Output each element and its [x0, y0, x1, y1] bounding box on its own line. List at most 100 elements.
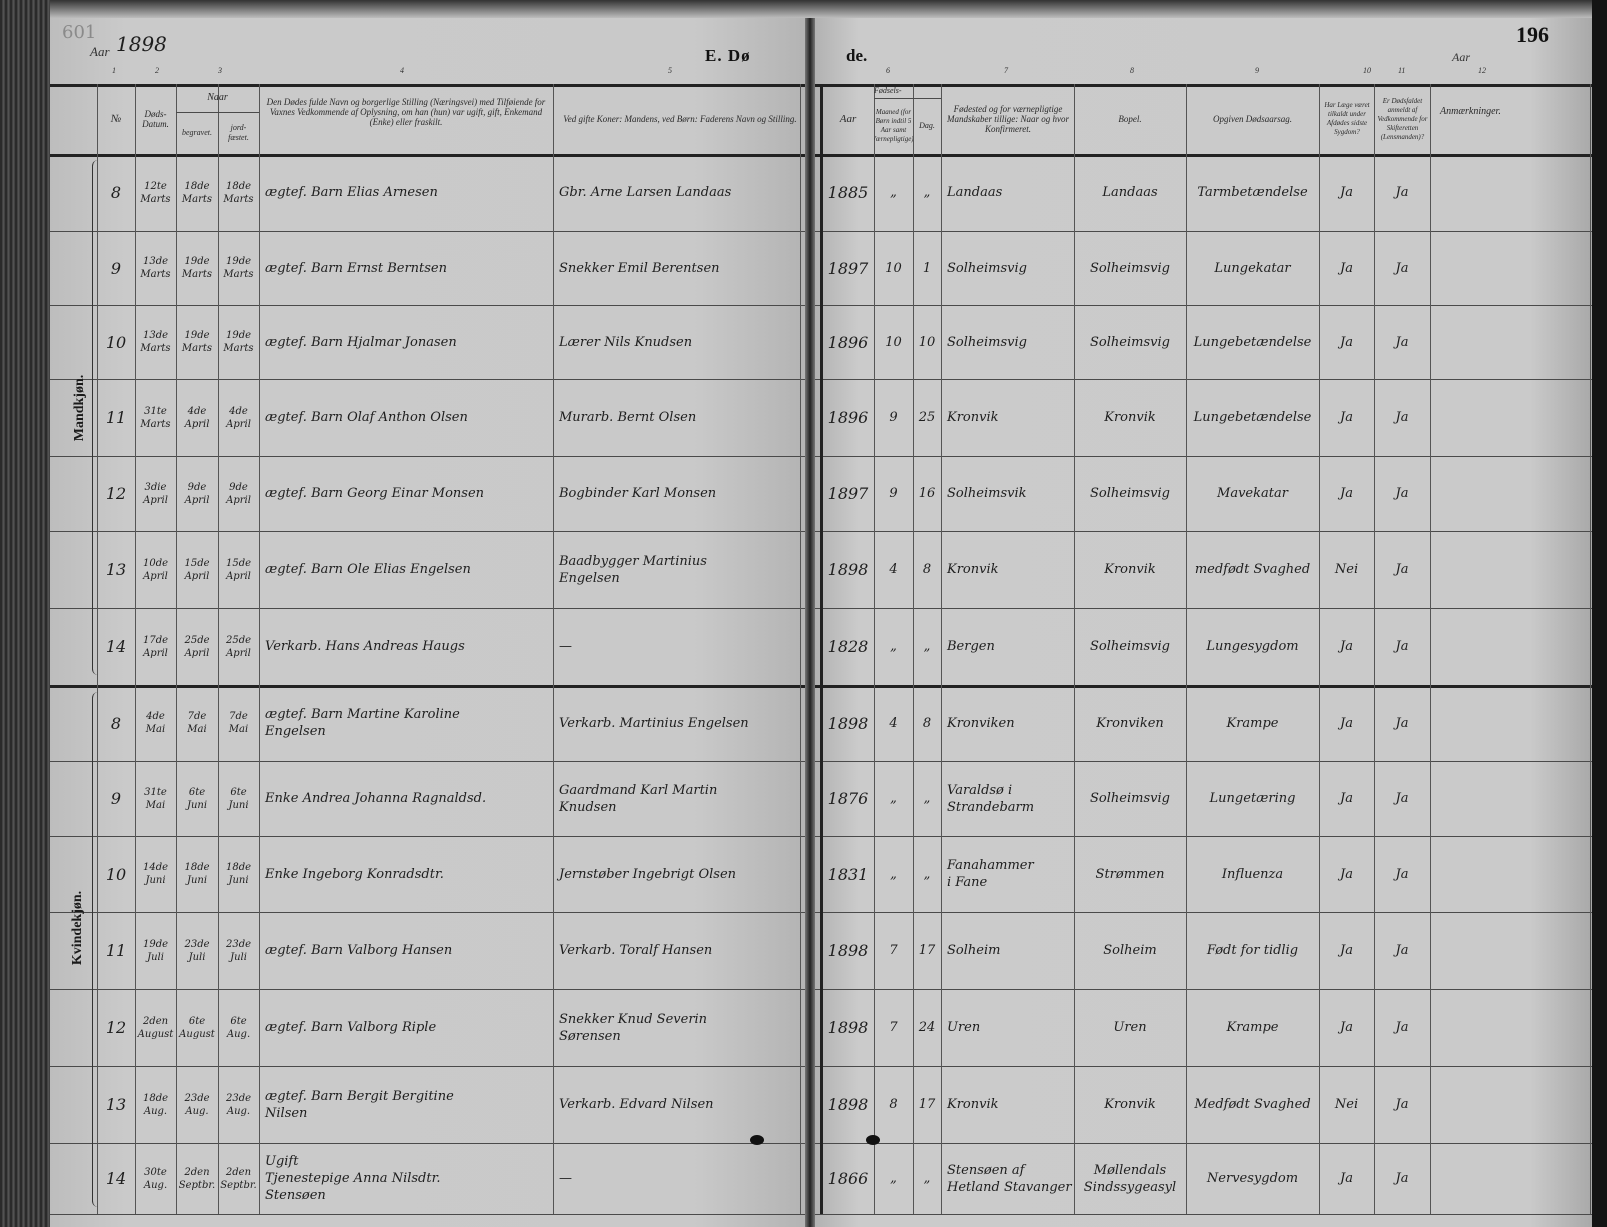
column-rule: [1374, 84, 1375, 1214]
row-jord-cell: 4de April: [226, 405, 251, 430]
row-aar-cell: 1897: [827, 484, 869, 503]
row-aar-cell: 1898: [827, 941, 869, 960]
row-laege-cell: Ja: [1340, 943, 1353, 958]
column-rule: [941, 84, 942, 1214]
row-dag-cell: 24: [918, 1020, 936, 1035]
right-year-label: Aar: [1452, 50, 1470, 64]
row-skifte-cell: Ja: [1395, 486, 1409, 501]
row-begr-cell: 23de Juli: [184, 938, 210, 963]
row-begr-cell: 4de April: [184, 405, 210, 430]
column-rule: [259, 84, 260, 1214]
row-name-cell: ægtef. Barn Elias Arnesen: [265, 185, 438, 200]
row-name-cell: ægtef. Barn Ole Elias Engelsen: [265, 562, 471, 577]
row-jord-cell: 25de April: [225, 634, 252, 659]
row-fodested-cell: Kronvik: [947, 562, 999, 577]
column-number: 6: [886, 66, 890, 75]
row-father-cell: Verkarb. Toralf Hansen: [559, 943, 713, 958]
row-maaned-cell: „: [890, 639, 897, 654]
row-laege-cell: Ja: [1340, 486, 1353, 501]
row-fodested-cell: Varaldsø i Strandebarm: [947, 782, 1035, 815]
year-label: Aar: [90, 44, 110, 59]
row-begr-cell: 19de Marts: [181, 256, 213, 280]
column-number: 5: [668, 66, 672, 75]
row-jord-cell: 15de April: [225, 557, 252, 582]
male-section-brace: [92, 160, 99, 675]
row-rule: [50, 989, 805, 990]
row-fodested-cell: Solheimsvik: [947, 486, 1027, 501]
column-number: 9: [1255, 66, 1259, 75]
row-nr-cell: 14: [105, 1169, 127, 1188]
row-rule: [815, 1066, 1592, 1067]
row-maaned-cell: 10: [885, 260, 902, 276]
row-jord-cell: 19de Marts: [223, 330, 254, 354]
row-father-cell: —: [559, 639, 572, 654]
row-aarsag-cell: Tarmbetændelse: [1197, 185, 1308, 200]
row-aar-cell: 1898: [827, 713, 869, 733]
row-fodested-cell: Uren: [947, 1020, 981, 1035]
row-bopel-cell: Solheimsvig: [1090, 486, 1170, 501]
row-bopel-cell: Kronvik: [1104, 410, 1156, 425]
header-laege: Har Læge været tilkaldt under Afdødes si…: [1324, 101, 1370, 136]
row-father-cell: Verkarb. Martinius Engelsen: [559, 715, 749, 731]
row-fodested-cell: Bergen: [947, 639, 995, 654]
row-dag-cell: „: [923, 866, 931, 882]
row-begr-cell: 18de Juni: [184, 862, 210, 886]
column-number: 11: [1398, 66, 1406, 75]
column-rule: [820, 84, 823, 1214]
row-bopel-cell: Møllendals Sindssygeasyl: [1083, 1162, 1177, 1195]
page-top-shadow: [50, 0, 1592, 18]
row-maaned-cell: 4: [889, 715, 898, 731]
row-name-cell: Enke Ingeborg Konradsdtr.: [265, 866, 444, 882]
row-dag-cell: 17: [918, 1097, 936, 1112]
row-skifte-cell: Ja: [1395, 410, 1409, 425]
row-fodested-cell: Kronvik: [947, 1097, 999, 1112]
row-maaned-cell: 7: [889, 943, 898, 958]
row-laege-cell: Ja: [1340, 410, 1353, 425]
row-maaned-cell: 8: [889, 1097, 898, 1112]
row-rule: [815, 305, 1592, 306]
column-rule: [1074, 84, 1075, 1214]
header-top-rule: [50, 84, 805, 87]
row-dod-cell: 2den August: [137, 1015, 174, 1040]
column-number: 2: [155, 66, 159, 75]
row-dag-cell: 8: [922, 715, 932, 731]
row-name-cell: ægtef. Barn Valborg Hansen: [265, 943, 453, 958]
row-jord-cell: 6te Aug.: [226, 1015, 251, 1040]
row-aarsag-cell: Krampe: [1226, 1020, 1279, 1035]
header-skifte: Er Dødsfaldet anmeldt af Vedkommende for…: [1377, 96, 1428, 141]
row-maaned-cell: 7: [889, 1020, 898, 1035]
row-name-cell: Ugift Tjenestepige Anna Nilsdtr. Stensøe…: [265, 1154, 441, 1203]
row-aarsag-cell: Lungetæring: [1209, 791, 1296, 806]
row-father-cell: Baadbygger Martinius Engelsen: [559, 553, 707, 586]
row-jord-cell: 18de Marts: [223, 180, 254, 205]
row-dod-cell: 10de April: [142, 557, 169, 582]
row-nr-cell: 12: [105, 484, 127, 503]
row-dag-cell: „: [923, 185, 931, 200]
header-aar: Aar: [839, 113, 857, 125]
row-skifte-cell: Ja: [1395, 1097, 1409, 1112]
row-rule: [50, 231, 805, 232]
row-nr-cell: 11: [105, 408, 127, 427]
row-rule: [50, 685, 805, 688]
row-begr-cell: 9de April: [184, 481, 210, 506]
row-name-cell: ægtef. Barn Georg Einar Monsen: [265, 486, 485, 501]
column-rule: [135, 84, 136, 1214]
row-laege-cell: Ja: [1340, 1020, 1353, 1035]
row-dod-cell: 18de Aug.: [142, 1092, 169, 1117]
row-rule: [50, 1214, 805, 1215]
row-bopel-cell: Solheim: [1103, 943, 1157, 958]
row-jord-cell: 7de Mai: [228, 711, 249, 735]
pencil-folio-number: 601: [62, 22, 97, 43]
fodsels-subrule: [874, 98, 941, 99]
row-begr-cell: 25de April: [184, 634, 210, 659]
column-rule: [1430, 84, 1431, 1214]
column-rule: [176, 84, 177, 1214]
right-page: [812, 0, 1592, 1227]
row-dag-cell: 8: [922, 562, 932, 577]
row-aar-cell: 1876: [827, 789, 869, 808]
column-rule: [1590, 84, 1591, 1214]
column-number: 12: [1478, 66, 1486, 75]
row-nr-cell: 10: [105, 864, 127, 884]
row-begr-cell: 6te August: [179, 1015, 215, 1040]
section-label-male: Mandkjøn.: [72, 374, 87, 442]
